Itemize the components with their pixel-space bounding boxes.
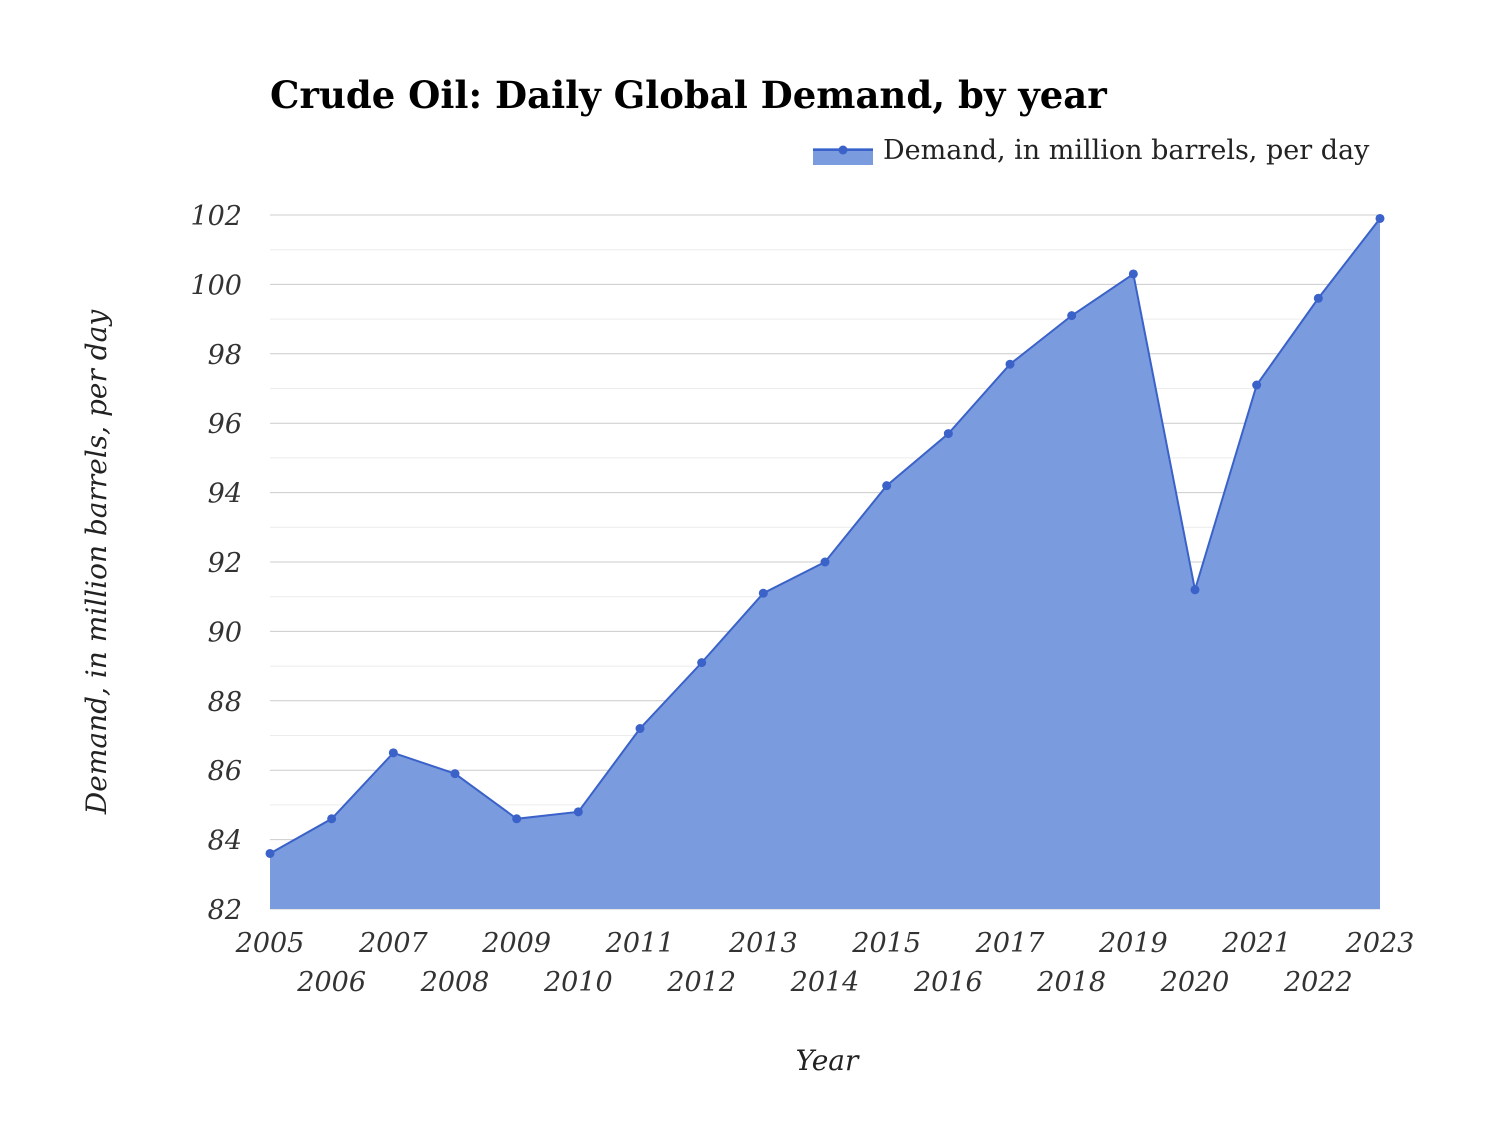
y-tick-label: 94 xyxy=(208,479,242,510)
y-tick-label: 86 xyxy=(208,756,242,787)
x-tick-label: 2017 xyxy=(975,928,1046,959)
x-tick-label: 2011 xyxy=(605,928,675,959)
data-point xyxy=(1190,585,1200,595)
y-tick-label: 90 xyxy=(208,617,242,648)
x-tick-label: 2021 xyxy=(1221,928,1291,959)
data-point xyxy=(327,814,337,824)
y-tick-label: 96 xyxy=(208,409,242,440)
x-tick-label: 2005 xyxy=(235,928,305,959)
x-tick-label: 2019 xyxy=(1098,928,1168,959)
x-tick-label: 2016 xyxy=(913,967,983,998)
data-point xyxy=(388,748,398,758)
legend-swatch-fill xyxy=(813,148,873,165)
y-axis-title: Demand, in million barrels, per day xyxy=(80,309,113,816)
x-tick-label: 2014 xyxy=(790,967,860,998)
y-axis-ticks: 82 84 86 88 90 92 94 96 98 100 102 xyxy=(190,201,242,926)
x-tick-label: 2008 xyxy=(420,967,490,998)
x-tick-label: 2018 xyxy=(1036,967,1106,998)
x-tick-label: 2023 xyxy=(1345,928,1415,959)
y-tick-label: 82 xyxy=(208,895,242,926)
data-point xyxy=(697,658,707,668)
data-point xyxy=(450,769,460,779)
legend-swatch-marker xyxy=(838,145,848,155)
data-point xyxy=(1375,213,1385,223)
y-tick-label: 92 xyxy=(208,548,242,579)
x-tick-label: 2006 xyxy=(296,967,366,998)
x-tick-label: 2015 xyxy=(851,928,921,959)
x-tick-label: 2009 xyxy=(481,928,551,959)
y-tick-label: 98 xyxy=(208,340,242,371)
data-point xyxy=(882,481,892,491)
data-point xyxy=(635,724,645,734)
legend: Demand, in million barrels, per day xyxy=(813,135,1370,166)
data-point xyxy=(758,588,768,598)
x-tick-label: 2010 xyxy=(543,967,613,998)
y-tick-label: 100 xyxy=(190,270,242,301)
x-tick-label: 2013 xyxy=(728,928,798,959)
data-point xyxy=(512,814,522,824)
legend-label: Demand, in million barrels, per day xyxy=(883,135,1370,166)
x-axis-ticks: 2005 2006 2007 2008 2009 2010 2011 2012 2013 2014… xyxy=(235,928,1415,998)
data-point xyxy=(1128,269,1138,279)
x-tick-label: 2022 xyxy=(1283,967,1353,998)
data-point xyxy=(265,848,275,858)
data-points xyxy=(265,213,1385,858)
data-point xyxy=(1005,359,1015,369)
data-point xyxy=(1067,311,1077,321)
data-point xyxy=(943,429,953,439)
x-tick-label: 2020 xyxy=(1160,967,1230,998)
y-tick-label: 84 xyxy=(208,826,242,857)
data-point xyxy=(573,807,583,817)
data-point xyxy=(1252,380,1262,390)
x-axis-title: Year xyxy=(796,1044,860,1077)
y-tick-label: 102 xyxy=(190,201,242,232)
x-tick-label: 2007 xyxy=(358,928,429,959)
chart-title: Crude Oil: Daily Global Demand, by year xyxy=(270,73,1107,117)
x-tick-label: 2012 xyxy=(666,967,736,998)
y-tick-label: 88 xyxy=(208,687,242,718)
data-point xyxy=(820,557,830,567)
data-point xyxy=(1313,293,1323,303)
